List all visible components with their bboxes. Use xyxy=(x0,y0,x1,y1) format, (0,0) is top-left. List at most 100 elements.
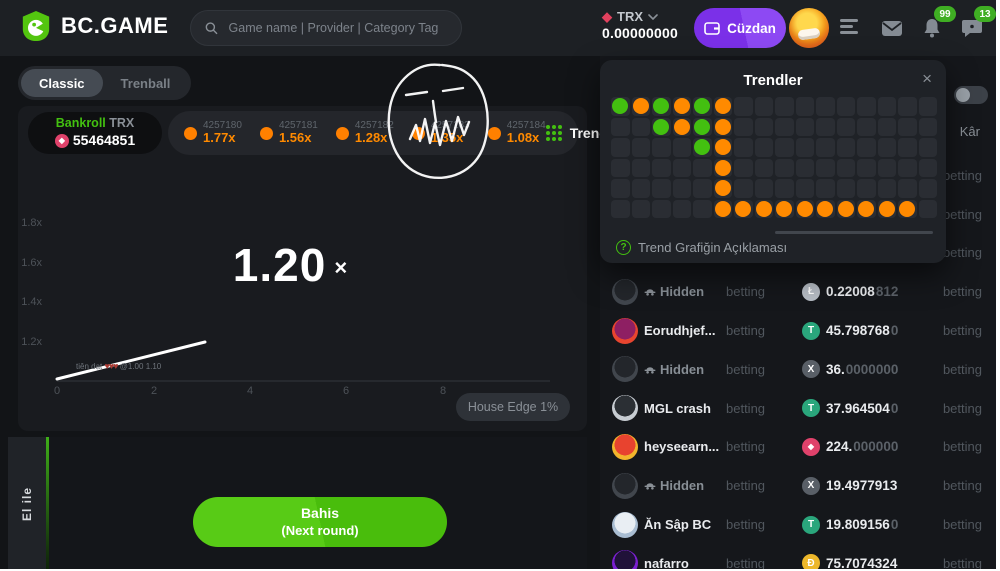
player-avatar xyxy=(612,356,638,383)
trend-cell xyxy=(836,138,855,157)
amount-tail: 0 xyxy=(890,517,899,533)
tab-classic[interactable]: Classic xyxy=(21,69,103,97)
trend-cell xyxy=(877,158,896,177)
show-all-toggle[interactable] xyxy=(954,86,988,104)
trend-cell xyxy=(734,179,753,198)
trx-coin-icon: ◆ xyxy=(602,9,612,24)
wallet-balance: 0.00000000 xyxy=(602,25,678,41)
trend-cell xyxy=(652,179,671,198)
bet-status: betting xyxy=(726,517,766,533)
pending-bet-row[interactable]: betting xyxy=(600,234,996,273)
bell-icon[interactable] xyxy=(920,16,944,45)
trend-cell xyxy=(693,138,712,157)
round-dot-icon xyxy=(335,126,349,140)
mail-icon[interactable] xyxy=(880,16,904,45)
profit-cell: betting xyxy=(942,284,982,300)
bet-row[interactable]: Hidden betting X 19.4977913 betting xyxy=(600,466,996,505)
chat-icon[interactable] xyxy=(960,16,984,45)
amount-tail: 812 xyxy=(875,284,899,300)
history-item-text: 4257182 1.28x xyxy=(355,120,394,146)
orange-dot xyxy=(632,98,649,115)
bet-status: betting xyxy=(726,439,766,455)
trend-grid-scrollbar[interactable] xyxy=(775,231,933,234)
trend-cell xyxy=(877,138,896,157)
trend-cell xyxy=(898,97,917,116)
orange-dot xyxy=(858,200,875,217)
history-item[interactable]: 4257183 1.35x xyxy=(411,120,470,146)
player-name-text: Eorudhjef... xyxy=(644,323,716,339)
multiplier-value: 1.20 xyxy=(232,239,327,291)
currency-code: TRX xyxy=(617,9,643,24)
trend-cell xyxy=(754,138,773,157)
trend-cell xyxy=(611,97,630,116)
left-eye xyxy=(404,90,429,97)
orange-dot xyxy=(796,200,813,217)
history-round-id: 4257182 xyxy=(354,119,394,131)
currency-selector[interactable]: ◆ TRX 0.00000000 xyxy=(602,9,678,41)
trend-cell xyxy=(898,179,917,198)
current-multiplier: 1.20 × xyxy=(130,238,450,292)
amount-main: 0.22008 xyxy=(826,284,875,300)
search-icon xyxy=(205,22,218,35)
trend-cell xyxy=(713,158,732,177)
wallet-icon xyxy=(704,22,720,35)
amount-main: 75.7074324 xyxy=(826,555,898,569)
account-menu-icon[interactable] xyxy=(840,19,858,37)
trend-cell xyxy=(816,199,835,218)
amount-main: 19.809156 xyxy=(826,517,890,533)
pending-bet-row[interactable]: betting xyxy=(600,156,996,195)
bet-amount: X 36. 0000000 xyxy=(802,360,924,379)
profit-column-header: Kâr xyxy=(959,124,980,139)
history-item[interactable]: 4257184 1.08x xyxy=(487,120,546,146)
bet-row[interactable]: heyseearn... betting ◆ 224. 000000 betting xyxy=(600,428,996,467)
player-name-text: heyseearn... xyxy=(644,439,720,455)
amount-tail: 0 xyxy=(890,400,899,416)
pending-bet-row[interactable]: betting xyxy=(600,195,996,234)
bet-button[interactable]: Bahis (Next round) xyxy=(193,497,447,547)
close-icon[interactable]: × xyxy=(922,69,932,88)
history-item[interactable]: 4257182 1.28x xyxy=(335,120,394,146)
trend-cell xyxy=(734,199,753,218)
orange-dot xyxy=(714,180,731,197)
history-item[interactable]: 4257180 1.77x xyxy=(184,120,242,146)
brand-name: BC.GAME xyxy=(61,13,169,38)
user-avatar[interactable] xyxy=(789,8,829,48)
trend-help-text: Trend Grafiğin Açıklaması xyxy=(638,240,788,255)
trend-cell xyxy=(672,97,691,116)
history-multiplier: 1.35x xyxy=(430,130,464,146)
y-axis-label: 1.2x xyxy=(21,336,42,348)
bet-row[interactable]: Hidden betting X 36. 0000000 betting xyxy=(600,350,996,389)
bet-row[interactable]: Ăn Sập BC betting T 19.809156 0 betting xyxy=(600,505,996,544)
trend-cell xyxy=(672,179,691,198)
x-axis-label: 8 xyxy=(439,385,447,397)
manual-mode-tab[interactable]: El ile xyxy=(8,437,49,569)
profit-cell: betting xyxy=(942,206,982,222)
coin-icon: X xyxy=(802,476,820,495)
history-item[interactable]: 4257181 1.56x xyxy=(259,120,318,146)
trend-cell xyxy=(857,97,876,116)
bet-row[interactable]: nafarro betting Đ 75.7074324 betting xyxy=(600,544,996,569)
trend-cell xyxy=(816,179,835,198)
trend-cell xyxy=(672,158,691,177)
trend-cell xyxy=(795,179,814,198)
bet-row[interactable]: Eorudhjef... betting T 45.798768 0 betting xyxy=(600,311,996,350)
game-search[interactable] xyxy=(190,10,462,46)
bankroll-label: Bankroll xyxy=(55,116,106,131)
trend-help-link[interactable]: ? Trend Grafiğin Açıklaması xyxy=(616,240,787,255)
tab-trenball[interactable]: Trenball xyxy=(120,75,171,91)
trend-cell xyxy=(775,138,794,157)
bet-row[interactable]: MGL crash betting T 37.964504 0 betting xyxy=(600,389,996,428)
wallet-button[interactable]: Cüzdan xyxy=(694,8,786,48)
amount-main: 36. xyxy=(826,361,845,377)
round-history-bar: 4257180 1.77x 4257181 1.56x 4257182 1.28x 4257… xyxy=(168,111,625,155)
orange-dot xyxy=(714,118,731,135)
bankroll-amount: 55464851 xyxy=(72,132,136,149)
bet-row[interactable]: Hidden betting Ł 0.22008 812 betting xyxy=(600,272,996,311)
trend-cell xyxy=(754,179,773,198)
bet-status: betting xyxy=(726,323,766,339)
orange-dot xyxy=(878,200,895,217)
brand-logo[interactable]: BC.GAME xyxy=(20,10,168,42)
crash-game-panel: Bankroll TRX ◆ 55464851 4257180 1.77x 4257… xyxy=(18,106,625,431)
trend-cell xyxy=(918,199,937,218)
search-input[interactable] xyxy=(226,20,447,36)
